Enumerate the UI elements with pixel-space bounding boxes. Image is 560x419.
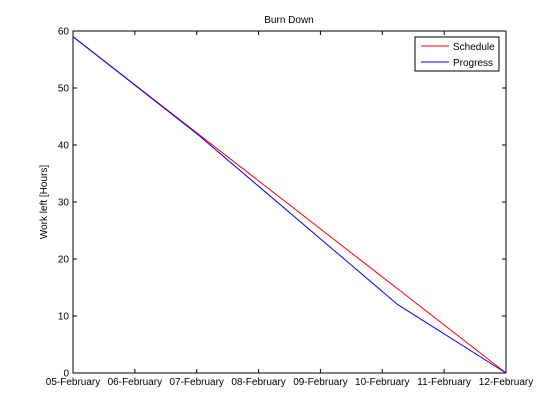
y-tick-label: 20 <box>58 255 70 266</box>
legend-label-schedule: Schedule <box>453 42 495 53</box>
x-axis-ticks: 05-February 06-February 07-February 08-Febr… <box>46 31 533 388</box>
x-tick-label: 10-February <box>355 377 409 388</box>
legend-box <box>414 36 500 72</box>
legend: Schedule Progress <box>414 36 500 72</box>
x-tick-label: 11-February <box>417 377 471 388</box>
x-tick-label: 07-February <box>169 377 223 388</box>
x-tick-label: 06-February <box>108 377 162 388</box>
y-tick-label: 0 <box>63 369 69 380</box>
y-axis-ticks: 0 10 20 30 40 50 60 <box>58 27 506 380</box>
y-tick-label: 50 <box>58 84 70 95</box>
y-tick-label: 60 <box>58 27 70 38</box>
x-tick-label: 12-February <box>479 377 533 388</box>
x-tick-label: 05-February <box>46 377 100 388</box>
chart-title: Burn Down <box>264 15 313 26</box>
series-lines <box>72 36 507 374</box>
plot-area <box>72 30 507 374</box>
series-line-progress <box>72 36 507 374</box>
y-tick-label: 10 <box>58 312 70 323</box>
x-tick-label: 09-February <box>293 377 347 388</box>
y-tick-label: 30 <box>58 198 70 209</box>
y-axis-label: Work left [Hours] <box>39 165 50 239</box>
y-tick-label: 40 <box>58 141 70 152</box>
legend-label-progress: Progress <box>453 58 493 69</box>
x-tick-label: 08-February <box>231 377 285 388</box>
